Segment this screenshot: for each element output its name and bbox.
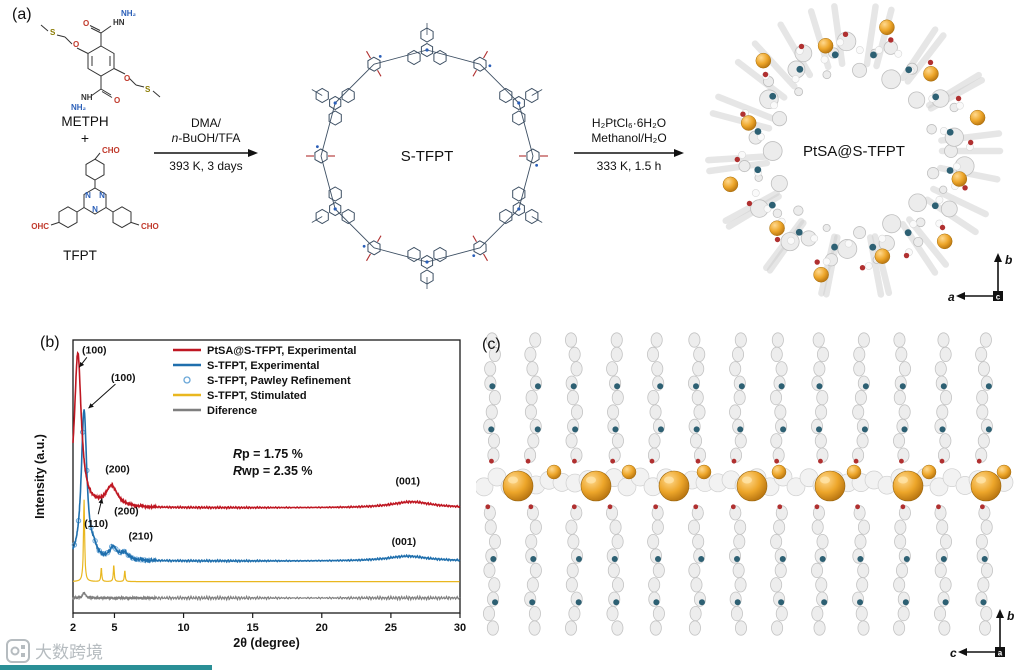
reagent-italic: n xyxy=(171,131,179,146)
svg-text:Diference: Diference xyxy=(207,405,257,417)
condition-line-2: 333 K, 1.5 h xyxy=(596,158,662,173)
out-of-plane-icon xyxy=(995,647,1005,657)
tfpt-label: TFPT xyxy=(63,248,97,263)
svg-text:(001): (001) xyxy=(395,476,420,488)
out-of-plane-icon xyxy=(993,291,1003,301)
o-label: O xyxy=(124,74,130,83)
axis-indicator-top: b a c xyxy=(948,253,1012,304)
svg-text:10: 10 xyxy=(177,622,189,634)
s-tfpt-label: S-TFPT xyxy=(401,148,454,165)
watermark: 大数跨境 xyxy=(6,638,103,663)
plus-sign: + xyxy=(80,130,90,146)
s-tfpt-macrocycle: S-TFPT xyxy=(306,23,548,289)
reagent-line-1: DMA/ xyxy=(191,116,221,130)
up-arrow-icon xyxy=(996,609,1004,618)
svg-text:Rwp = 2.35 %: Rwp = 2.35 % xyxy=(233,464,313,478)
reaction-2-conditions: H₂PtCl₆·6H₂O Methanol/H₂O 333 K, 1.5 h xyxy=(568,116,690,174)
metph-label: METPH xyxy=(61,114,109,129)
axis-left-label: a xyxy=(948,290,955,304)
nh2-label: NH₂ xyxy=(121,9,137,18)
reaction-1-conditions: DMA/ n-BuOH/TFA 393 K, 3 days xyxy=(150,116,262,174)
cho-label: CHO xyxy=(141,222,159,231)
svg-text:Rp = 1.75 %: Rp = 1.75 % xyxy=(233,447,303,461)
reaction-arrow-2 xyxy=(574,148,684,157)
svg-text:(100): (100) xyxy=(82,345,107,357)
svg-text:(110): (110) xyxy=(84,518,108,530)
left-arrow-icon xyxy=(958,648,967,656)
svg-text:PtSA@S-TFPT, Experimental: PtSA@S-TFPT, Experimental xyxy=(207,345,356,357)
svg-text:2: 2 xyxy=(70,622,76,634)
up-arrow-icon xyxy=(994,253,1002,262)
panel-c-label: (c) xyxy=(482,336,501,353)
reagent-line-2: n-BuOH/TFA xyxy=(172,131,241,146)
svg-text:Intensity (a.u.): Intensity (a.u.) xyxy=(33,434,47,519)
axis-indicator-bottom: b c a xyxy=(950,609,1014,660)
svg-text:(001): (001) xyxy=(392,536,417,548)
tfpt-structure: N N N CHO OHC CHO xyxy=(31,146,159,231)
metph-structure: O HN NH₂ O NH NH₂ O S O S xyxy=(40,9,161,112)
s-label: S xyxy=(50,28,56,37)
svg-text:20: 20 xyxy=(316,622,328,634)
left-arrow-icon xyxy=(956,292,965,300)
n-label: N xyxy=(99,191,105,200)
nh-label: NH xyxy=(81,93,93,102)
ptsa-stfpt-label: PtSA@S-TFPT xyxy=(803,143,905,160)
ohc-label: OHC xyxy=(31,222,49,231)
svg-text:5: 5 xyxy=(111,622,117,634)
o-label: O xyxy=(114,96,120,105)
svg-text:S-TFPT, Pawley Refinement: S-TFPT, Pawley Refinement xyxy=(207,375,351,387)
axis-up-label: b xyxy=(1005,253,1012,267)
n-label: N xyxy=(85,191,91,200)
condition-line-1: 393 K, 3 days xyxy=(169,158,243,173)
svg-text:S-TFPT, Stimulated: S-TFPT, Stimulated xyxy=(207,390,307,402)
reagent-line-4: Methanol/H₂O xyxy=(591,131,667,146)
axis-left-label: c xyxy=(950,646,957,660)
svg-text:(210): (210) xyxy=(128,530,153,542)
svg-text:15: 15 xyxy=(247,622,259,634)
axis-out-label: c xyxy=(996,293,1001,302)
svg-text:2θ (degree): 2θ (degree) xyxy=(233,636,300,650)
o-label: O xyxy=(73,40,79,49)
reaction-arrow-1 xyxy=(154,148,258,157)
svg-text:25: 25 xyxy=(385,622,397,634)
svg-text:(200): (200) xyxy=(114,506,139,518)
reagent-line-3: H₂PtCl₆·6H₂O xyxy=(591,116,667,130)
axis-out-label: a xyxy=(998,649,1003,658)
svg-text:S-TFPT, Experimental: S-TFPT, Experimental xyxy=(207,360,319,372)
n-label: N xyxy=(92,205,98,214)
watermark-text: 大数跨境 xyxy=(35,643,103,662)
panel-a-label: (a) xyxy=(12,6,32,23)
cho-label: CHO xyxy=(102,146,120,155)
ptsa-stfpt-model: PtSA@S-TFPT xyxy=(705,3,1004,298)
svg-text:(100): (100) xyxy=(111,372,136,384)
bottom-accent-bar xyxy=(0,665,212,670)
hn-label: HN xyxy=(113,18,125,27)
s-label: S xyxy=(145,85,151,94)
svg-text:(200): (200) xyxy=(105,463,130,475)
panel-b-label: (b) xyxy=(40,334,60,351)
crystal-packing xyxy=(476,332,1014,636)
o-label: O xyxy=(83,19,89,28)
nh2-label: NH₂ xyxy=(71,103,87,112)
axis-up-label: b xyxy=(1007,609,1014,623)
reagent-rest: -BuOH/TFA xyxy=(178,131,241,146)
svg-text:30: 30 xyxy=(454,622,466,634)
watermark-logo xyxy=(6,638,30,663)
